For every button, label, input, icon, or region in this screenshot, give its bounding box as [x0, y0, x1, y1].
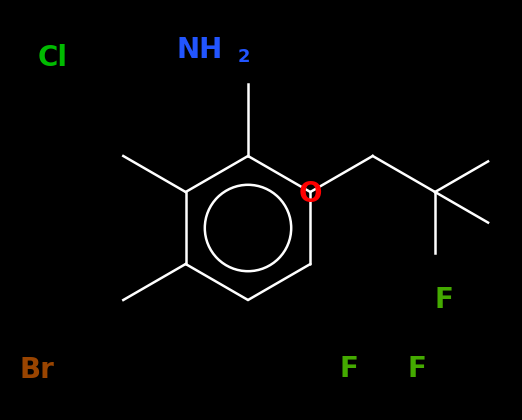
- Text: O: O: [299, 180, 323, 208]
- Text: Cl: Cl: [38, 44, 68, 72]
- Text: F: F: [339, 355, 358, 383]
- Text: NH: NH: [176, 36, 223, 63]
- Text: F: F: [407, 355, 426, 383]
- Text: Br: Br: [20, 357, 55, 384]
- Text: 2: 2: [238, 48, 250, 66]
- Text: F: F: [434, 286, 453, 314]
